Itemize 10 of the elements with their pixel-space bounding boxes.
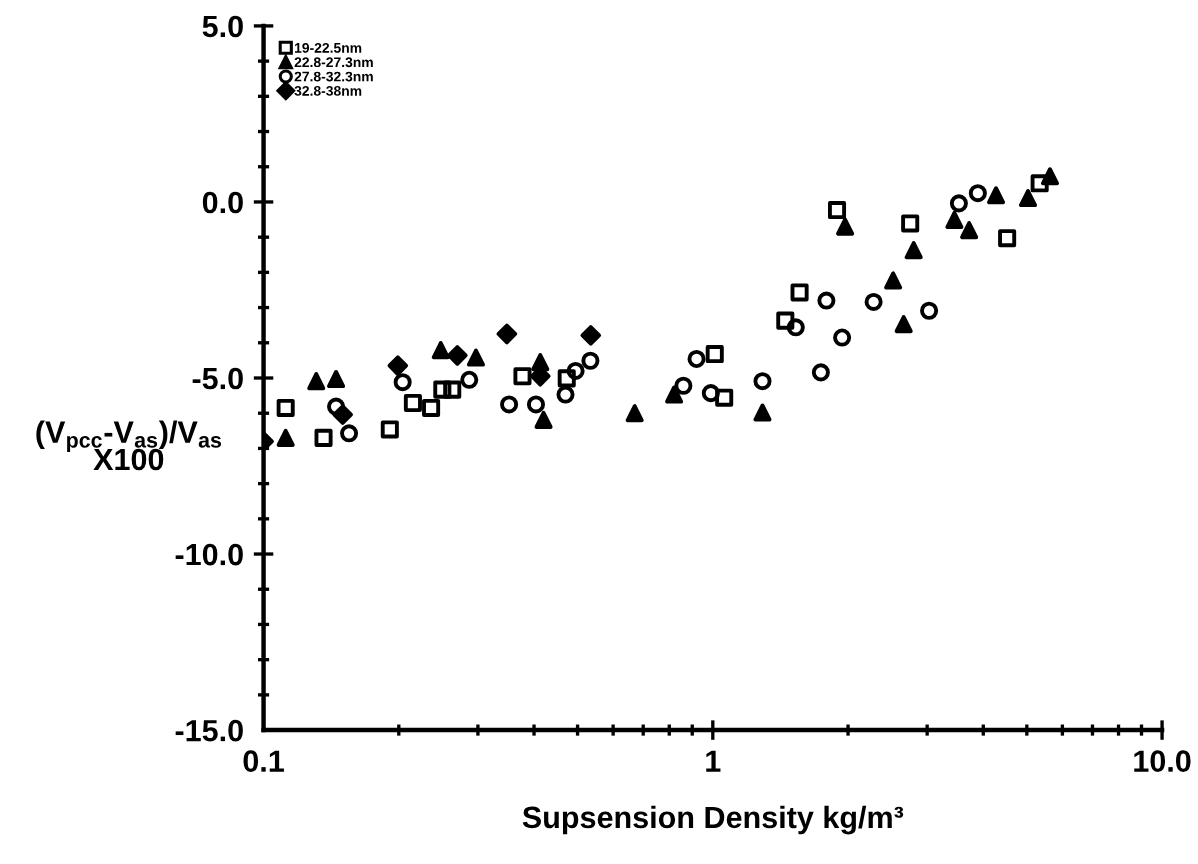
y-tick-label: 0.0 [202, 191, 243, 214]
y-tick-label: -5.0 [192, 367, 243, 390]
y-tick-label: 5.0 [202, 15, 243, 38]
x-tick-label: 1 [706, 750, 721, 772]
y-tick-label: -10.0 [175, 543, 243, 566]
x-axis-title: Supsension Density kg/m³ [522, 805, 904, 835]
x-tick-label: 0.1 [243, 750, 284, 772]
y-tick-label: -15.0 [175, 719, 243, 742]
text: (V$_{pcc}$-V$_{as}$)/V$_{as}$ X100 [36, 420, 222, 471]
x-tick-label: 10.0 [1134, 750, 1191, 772]
